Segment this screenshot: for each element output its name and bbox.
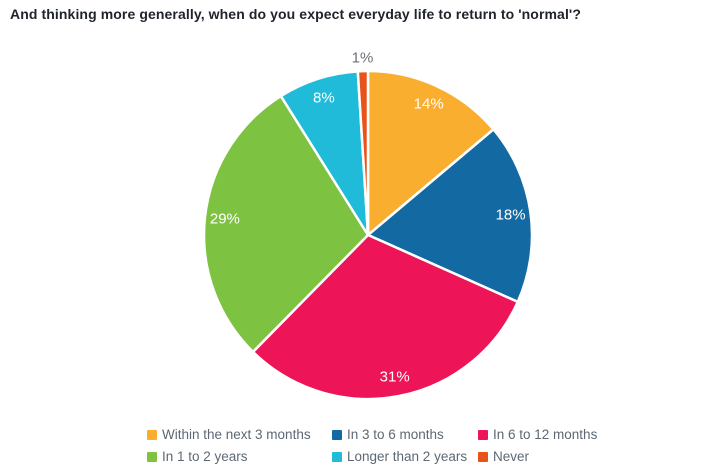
legend-item-in-1-to-2-years[interactable]: In 1 to 2 years [147, 450, 248, 464]
legend-item-label: Never [493, 449, 530, 464]
pie-slice-in-6-to-12-months[interactable] [251, 233, 519, 401]
legend-swatch-icon [332, 430, 342, 440]
legend-item-label: In 1 to 2 years [162, 449, 248, 464]
legend-item-label: Longer than 2 years [347, 449, 468, 464]
legend-swatch-icon [478, 430, 488, 440]
pie-slice-within-the-next-3-months[interactable] [366, 69, 495, 237]
legend-swatch-icon [478, 452, 488, 462]
legend-swatch-icon [332, 452, 342, 462]
legend-item-within-the-next-3-months[interactable]: Within the next 3 months [147, 428, 311, 442]
legend-swatch-icon [147, 430, 157, 440]
pie-slice-in-1-to-2-years[interactable] [202, 94, 370, 354]
legend-item-longer-than-2-years[interactable]: Longer than 2 years [332, 450, 467, 464]
pie-chart [202, 69, 534, 401]
legend-item-label: Within the next 3 months [162, 427, 311, 442]
legend-item-label: In 6 to 12 months [493, 427, 598, 442]
legend-item-label: In 3 to 6 months [347, 427, 444, 442]
chart-title: And thinking more generally, when do you… [10, 6, 582, 22]
legend-item-in-3-to-6-months[interactable]: In 3 to 6 months [332, 428, 444, 442]
pie-slice-never[interactable] [356, 69, 370, 237]
pie-slice-in-3-to-6-months[interactable] [366, 128, 534, 304]
legend-item-never[interactable]: Never [478, 450, 529, 464]
legend-item-in-6-to-12-months[interactable]: In 6 to 12 months [478, 428, 597, 442]
legend-swatch-icon [147, 452, 157, 462]
